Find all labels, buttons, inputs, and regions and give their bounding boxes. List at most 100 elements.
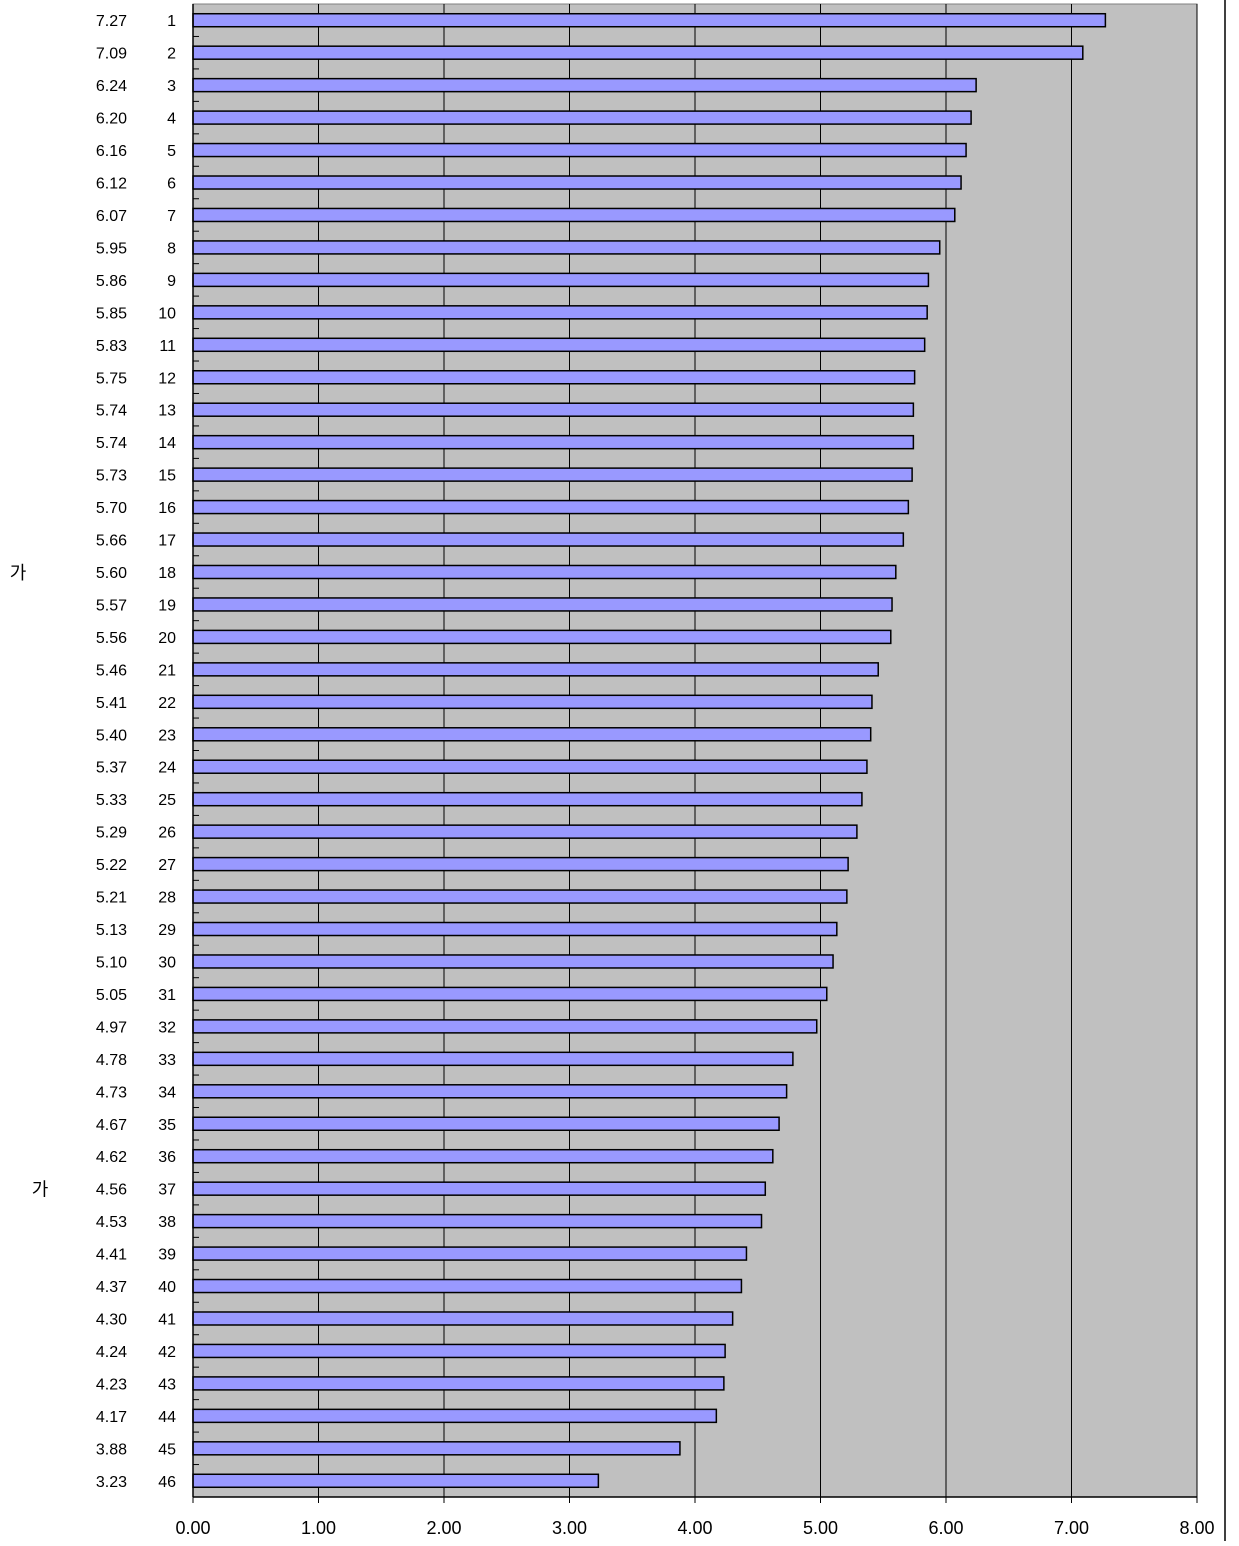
value-label: 5.66: [96, 533, 127, 550]
category-label: 31: [158, 987, 176, 1004]
category-label: 28: [158, 890, 176, 907]
bar: [192, 499, 910, 515]
value-label: 4.62: [96, 1149, 127, 1166]
value-label: 7.09: [96, 46, 127, 63]
category-label: 22: [158, 695, 176, 712]
value-label: 3.23: [96, 1474, 127, 1491]
value-label: 5.21: [96, 890, 127, 907]
category-label: 19: [158, 597, 176, 614]
value-label: 5.46: [96, 662, 127, 679]
category-label: 30: [158, 954, 176, 971]
category-label: 26: [158, 825, 176, 842]
value-label: 4.37: [96, 1279, 127, 1296]
value-label: 5.41: [96, 695, 127, 712]
x-axis: 0.00 1.00 2.00 3.00 4.00 5.00 6.00 7.00 8.00: [175, 4, 1215, 1538]
x-tick-label: 1.00: [301, 1518, 336, 1538]
category-label: 14: [158, 435, 176, 452]
category-label: 7: [167, 208, 176, 225]
value-label: 4.78: [96, 1052, 127, 1069]
bar: [192, 1311, 734, 1326]
category-label: 24: [158, 760, 176, 777]
category-label: 10: [158, 305, 176, 322]
bar: [192, 824, 858, 839]
bar: [192, 1343, 726, 1359]
category-label: 23: [158, 727, 176, 744]
bar: [192, 77, 977, 93]
bar: [192, 12, 1107, 28]
value-label: 7.27: [96, 13, 127, 30]
value-label: 5.13: [96, 922, 127, 939]
bar: [192, 402, 915, 417]
side-marker: 가: [10, 563, 27, 583]
value-label: 4.56: [96, 1182, 127, 1199]
category-label: 44: [158, 1409, 176, 1426]
value-label: 5.70: [96, 500, 127, 517]
value-label: 5.10: [96, 954, 127, 971]
category-label: 38: [158, 1214, 176, 1231]
bar: [192, 1376, 725, 1391]
value-label: 5.83: [96, 338, 127, 355]
category-label: 15: [158, 468, 176, 485]
x-tick-label: 6.00: [928, 1518, 963, 1538]
bar: [192, 1051, 794, 1067]
value-label: 6.24: [96, 78, 127, 95]
value-label: 5.29: [96, 825, 127, 842]
bar: [192, 207, 956, 223]
category-label: 25: [158, 792, 176, 809]
value-label: 5.86: [96, 273, 127, 290]
x-tick-label: 8.00: [1179, 1518, 1214, 1538]
category-label: 16: [158, 500, 176, 517]
category-label: 1: [167, 13, 176, 30]
bar: [192, 1408, 718, 1424]
bar: [192, 1019, 818, 1034]
category-label: 42: [158, 1344, 176, 1361]
bar: [192, 45, 1084, 60]
category-label: 37: [158, 1182, 176, 1199]
value-label: 6.20: [96, 111, 127, 128]
value-label: 5.74: [96, 403, 127, 420]
value-label: 6.12: [96, 176, 127, 193]
bar: [192, 856, 849, 872]
value-label: 5.60: [96, 565, 127, 582]
category-label: 34: [158, 1084, 176, 1101]
x-tick-label: 3.00: [552, 1518, 587, 1538]
bar: [192, 1246, 748, 1261]
bar: [192, 759, 868, 774]
value-label: 4.53: [96, 1214, 127, 1231]
bars: [192, 12, 1107, 1489]
bar: [192, 1116, 780, 1131]
value-label: 5.57: [96, 597, 127, 614]
x-tick-label: 5.00: [803, 1518, 838, 1538]
side-marker: 가: [32, 1180, 49, 1200]
value-label: 4.73: [96, 1084, 127, 1101]
category-label: 9: [167, 273, 176, 290]
value-label: 5.95: [96, 240, 127, 257]
category-label: 39: [158, 1247, 176, 1264]
bar: [192, 1181, 767, 1196]
value-label: 4.97: [96, 1019, 127, 1036]
category-label: 3: [167, 78, 176, 95]
category-label: 13: [158, 403, 176, 420]
category-label: 46: [158, 1474, 176, 1491]
bar: [192, 1441, 681, 1456]
bar: [192, 370, 916, 385]
bar: [192, 337, 926, 353]
bar: [192, 1213, 763, 1229]
category-label: 17: [158, 533, 176, 550]
x-tick-label: 7.00: [1054, 1518, 1089, 1538]
bar: [192, 305, 928, 320]
bar: [192, 272, 930, 288]
row-labels: 7.27 1 7.09 2 6.24 3 6.20 4 6.16 5 6.12 6 6.07 7 5.95 8…: [10, 13, 176, 1491]
value-label: 4.67: [96, 1117, 127, 1134]
bar: [192, 921, 838, 937]
bar: [192, 467, 913, 482]
x-tick-label: 2.00: [426, 1518, 461, 1538]
x-tick-label: 4.00: [677, 1518, 712, 1538]
category-label: 8: [167, 240, 176, 257]
category-label: 40: [158, 1279, 176, 1296]
category-label: 2: [167, 46, 176, 63]
category-label: 5: [167, 143, 176, 160]
value-label: 4.17: [96, 1409, 127, 1426]
